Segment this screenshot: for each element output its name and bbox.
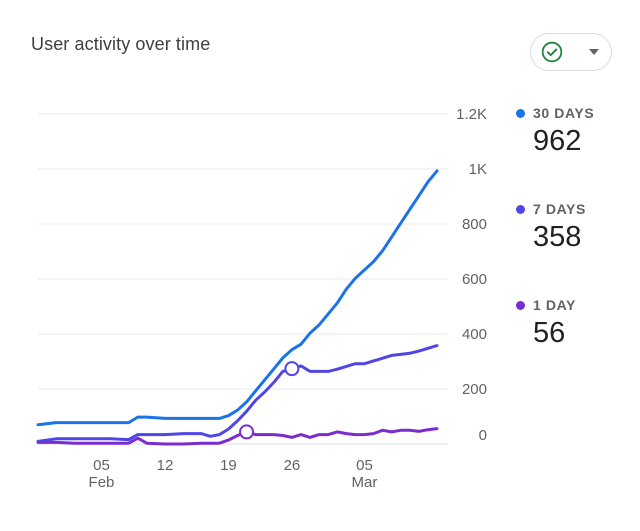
legend-label: 7 DAYS [533,201,586,217]
legend-label-row: 30 DAYS [516,105,594,121]
card-title: User activity over time [31,34,211,54]
y-tick-label: 1.2K [456,106,487,123]
x-tick-label: 26 [284,457,301,474]
y-tick-label: 200 [462,381,487,398]
point-marker [239,424,255,440]
series-line-30-days [36,169,439,427]
series-line-1-day [36,427,439,446]
x-tick-label: 05 [93,457,110,474]
x-tick-label: 19 [220,457,237,474]
legend-value: 962 [533,125,582,157]
legend-dot-icon [516,204,525,214]
point-marker [284,361,300,377]
legend-label: 30 DAYS [533,105,595,121]
series-line-7-days [36,344,439,443]
caret-down-icon [589,49,599,55]
legend-value: 56 [533,317,566,349]
x-tick-month-label: Mar [352,474,378,491]
status-dropdown-button[interactable] [530,33,612,71]
point-markers [239,361,300,440]
grid-lines [38,113,448,445]
y-axis-ticks: 0 200 400 600 800 1K 1.2K [456,106,487,444]
legend-item: 7 DAYS 358 [516,201,586,254]
x-tick-label: 05 [356,457,373,474]
legend-value: 358 [533,221,582,253]
legend-dot-icon [516,108,525,118]
legend-label: 1 DAY [533,297,576,313]
series-lines [36,169,439,446]
y-tick-label: 800 [462,216,487,233]
y-tick-label: 600 [462,271,487,288]
x-tick-label: 12 [157,457,174,474]
y-tick-label: 0 [479,427,487,444]
legend-label-row: 7 DAYS [516,201,586,217]
legend-item: 1 DAY 56 [516,297,576,350]
legend-item: 30 DAYS 962 [516,105,594,158]
x-tick-month-label: Feb [89,474,115,491]
legend-dot-icon [516,300,525,310]
check-circle-icon [541,41,563,63]
y-tick-label: 1K [469,161,487,178]
y-tick-label: 400 [462,326,487,343]
legend-label-row: 1 DAY [516,297,576,313]
